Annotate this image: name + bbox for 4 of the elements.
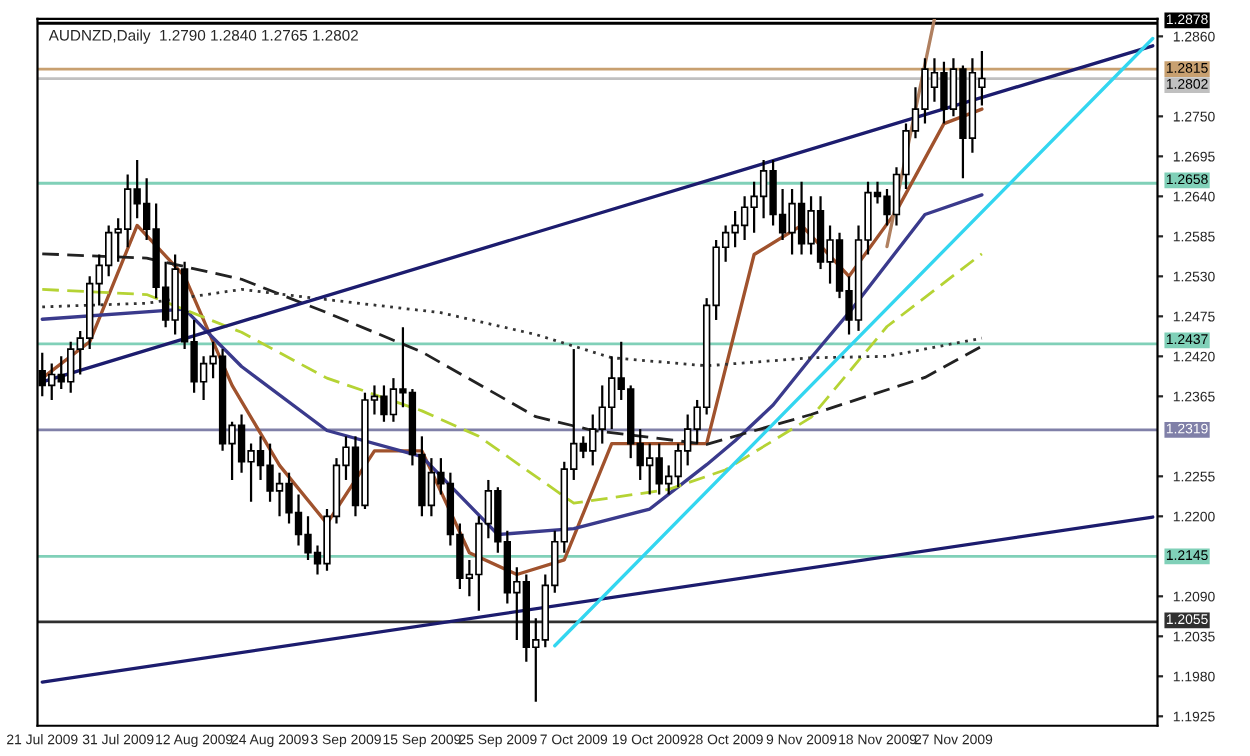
line-series (40, 107, 984, 577)
line-series (40, 288, 984, 368)
line-series (40, 193, 984, 537)
line-series (40, 252, 984, 505)
